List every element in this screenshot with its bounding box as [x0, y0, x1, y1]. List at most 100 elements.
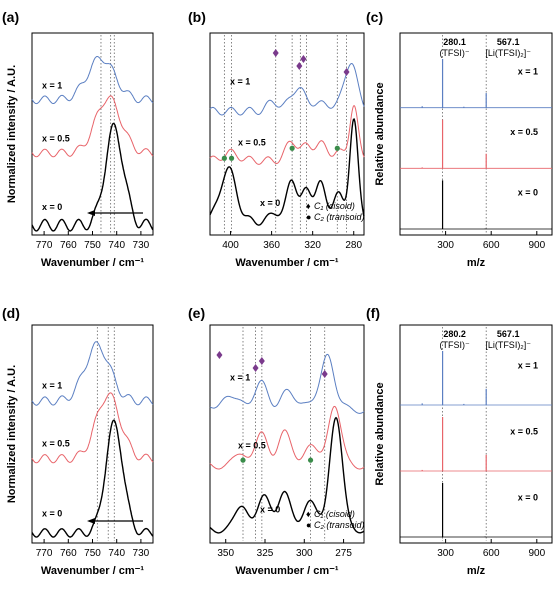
- series-label: x = 1: [230, 372, 250, 382]
- series-label: x = 1: [230, 77, 250, 87]
- x-tick-label: 760: [60, 548, 77, 559]
- y-axis-label: Relative abundance: [374, 382, 386, 485]
- x-tick-label: 770: [36, 240, 53, 251]
- x-axis-label: Wavenumber / cm⁻¹: [41, 257, 145, 269]
- y-axis-label: Normalized intensity / A.U.: [6, 65, 18, 203]
- series-line: [209, 405, 365, 470]
- panel-f: (f) 300 600 900 m/z Relative abundance x = 1 x …: [366, 305, 553, 577]
- cisoid-diamond-marker: [300, 55, 307, 63]
- axes-frame: [209, 324, 365, 544]
- x-axis-label: m/z: [467, 257, 486, 269]
- series-label: x = 1: [42, 80, 62, 90]
- cisoid-diamond-marker: [321, 370, 328, 378]
- x-tick-label: 740: [108, 240, 125, 251]
- panel-label: (a): [2, 9, 19, 25]
- x-tick-label: 740: [108, 548, 125, 559]
- peak-ion-label: [Li(TFSI)₂]⁻: [485, 340, 531, 350]
- series-label: x = 0.5: [510, 427, 538, 437]
- x-tick-label: 730: [133, 548, 150, 559]
- series-line: [31, 95, 154, 158]
- transoid-circle-marker: [240, 457, 246, 463]
- series-label: x = 0.5: [238, 440, 266, 450]
- transoid-circle-marker: [334, 145, 340, 151]
- series-label: x = 0: [260, 198, 280, 208]
- transoid-circle-marker: [289, 145, 295, 151]
- series-line: [31, 122, 154, 232]
- series-line: [209, 62, 365, 116]
- cisoid-diamond-marker: [296, 62, 303, 70]
- panel-label: (f): [366, 305, 380, 321]
- panel-label: (b): [188, 9, 206, 25]
- panel-label: (e): [188, 305, 205, 321]
- panel-b: (b) 400 360 320 280 Wavenumber / cm⁻¹ x = 1 x =…: [188, 9, 365, 269]
- arrow-head-icon: [87, 518, 95, 524]
- x-axis-label: m/z: [467, 565, 486, 577]
- series-label: x = 0.5: [42, 134, 70, 144]
- cisoid-diamond-marker: [252, 364, 259, 372]
- x-tick-label: 360: [263, 240, 280, 251]
- series-label: x = 0: [42, 508, 62, 518]
- panel-label: (c): [366, 9, 383, 25]
- x-axis-label: Wavenumber / cm⁻¹: [235, 565, 339, 577]
- series-line: [209, 416, 365, 534]
- legend-symbol: ●: [306, 212, 311, 222]
- peak-ion-label: (TFSI)⁻: [439, 48, 469, 58]
- peak-mass-label: 280.1: [443, 37, 466, 47]
- series-line: [31, 392, 154, 464]
- x-tick-label: 900: [528, 548, 545, 559]
- transoid-circle-marker: [221, 155, 227, 161]
- x-tick-label: 750: [84, 240, 101, 251]
- x-tick-label: 730: [133, 240, 150, 251]
- panel-e: (e) 350 325 300 275 Wavenumber / cm⁻¹ x = 1 x =…: [188, 305, 365, 577]
- series-line: [31, 341, 154, 406]
- cisoid-diamond-marker: [258, 357, 265, 365]
- series-line: [209, 104, 365, 165]
- series-line: [209, 353, 365, 414]
- series-label: x = 0.5: [510, 127, 538, 137]
- series-label: x = 1: [518, 66, 538, 76]
- x-tick-label: 350: [217, 548, 234, 559]
- panel-label: (d): [2, 305, 20, 321]
- series-label: x = 0: [42, 202, 62, 212]
- series-label: x = 1: [42, 381, 62, 391]
- legend-symbol: ●: [306, 520, 311, 530]
- legend-symbol: ♦: [306, 201, 311, 211]
- x-tick-label: 400: [222, 240, 239, 251]
- legend-symbol: ♦: [306, 509, 311, 519]
- axes-frame: [399, 324, 553, 544]
- peak-ion-label: (TFSI)⁻: [439, 340, 469, 350]
- x-tick-label: 300: [437, 548, 454, 559]
- x-tick-label: 300: [296, 548, 313, 559]
- x-tick-label: 750: [84, 548, 101, 559]
- x-tick-label: 600: [483, 548, 500, 559]
- peak-mass-label: 567.1: [497, 329, 520, 339]
- x-tick-label: 300: [437, 240, 454, 251]
- axes-frame: [399, 32, 553, 236]
- axes-frame: [209, 32, 365, 236]
- x-axis-label: Wavenumber / cm⁻¹: [235, 257, 339, 269]
- series-line: [209, 118, 365, 226]
- legend-text: C₁ (cisoid): [314, 509, 355, 519]
- panel-a: (a) 770 760 750 740 730 Wavenumber / cm⁻¹ Norma…: [2, 9, 154, 269]
- peak-mass-label: 567.1: [497, 37, 520, 47]
- x-tick-label: 760: [60, 240, 77, 251]
- panel-d: (d) 770 760 750 740 730 Wavenumber / cm⁻¹ Norma…: [2, 305, 154, 577]
- y-axis-label: Relative abundance: [374, 82, 386, 185]
- x-tick-label: 770: [36, 548, 53, 559]
- x-tick-label: 275: [335, 548, 352, 559]
- series-label: x = 0: [518, 188, 538, 198]
- cisoid-diamond-marker: [343, 68, 350, 76]
- x-tick-label: 325: [257, 548, 274, 559]
- series-label: x = 0: [518, 493, 538, 503]
- legend-text: C₂ (transoid): [314, 212, 364, 222]
- legend-text: C₂ (transoid): [314, 520, 364, 530]
- peak-mass-label: 280.2: [443, 329, 466, 339]
- peak-ion-label: [Li(TFSI)₂]⁻: [485, 48, 531, 58]
- x-tick-label: 320: [304, 240, 321, 251]
- panel-c: (c) 300 600 900 m/z Relative abundance x = 1 x …: [366, 9, 553, 269]
- y-axis-label: Normalized intensity / A.U.: [6, 365, 18, 503]
- transoid-circle-marker: [307, 457, 314, 463]
- series-label: x = 0.5: [42, 438, 70, 448]
- arrow-head-icon: [87, 210, 95, 216]
